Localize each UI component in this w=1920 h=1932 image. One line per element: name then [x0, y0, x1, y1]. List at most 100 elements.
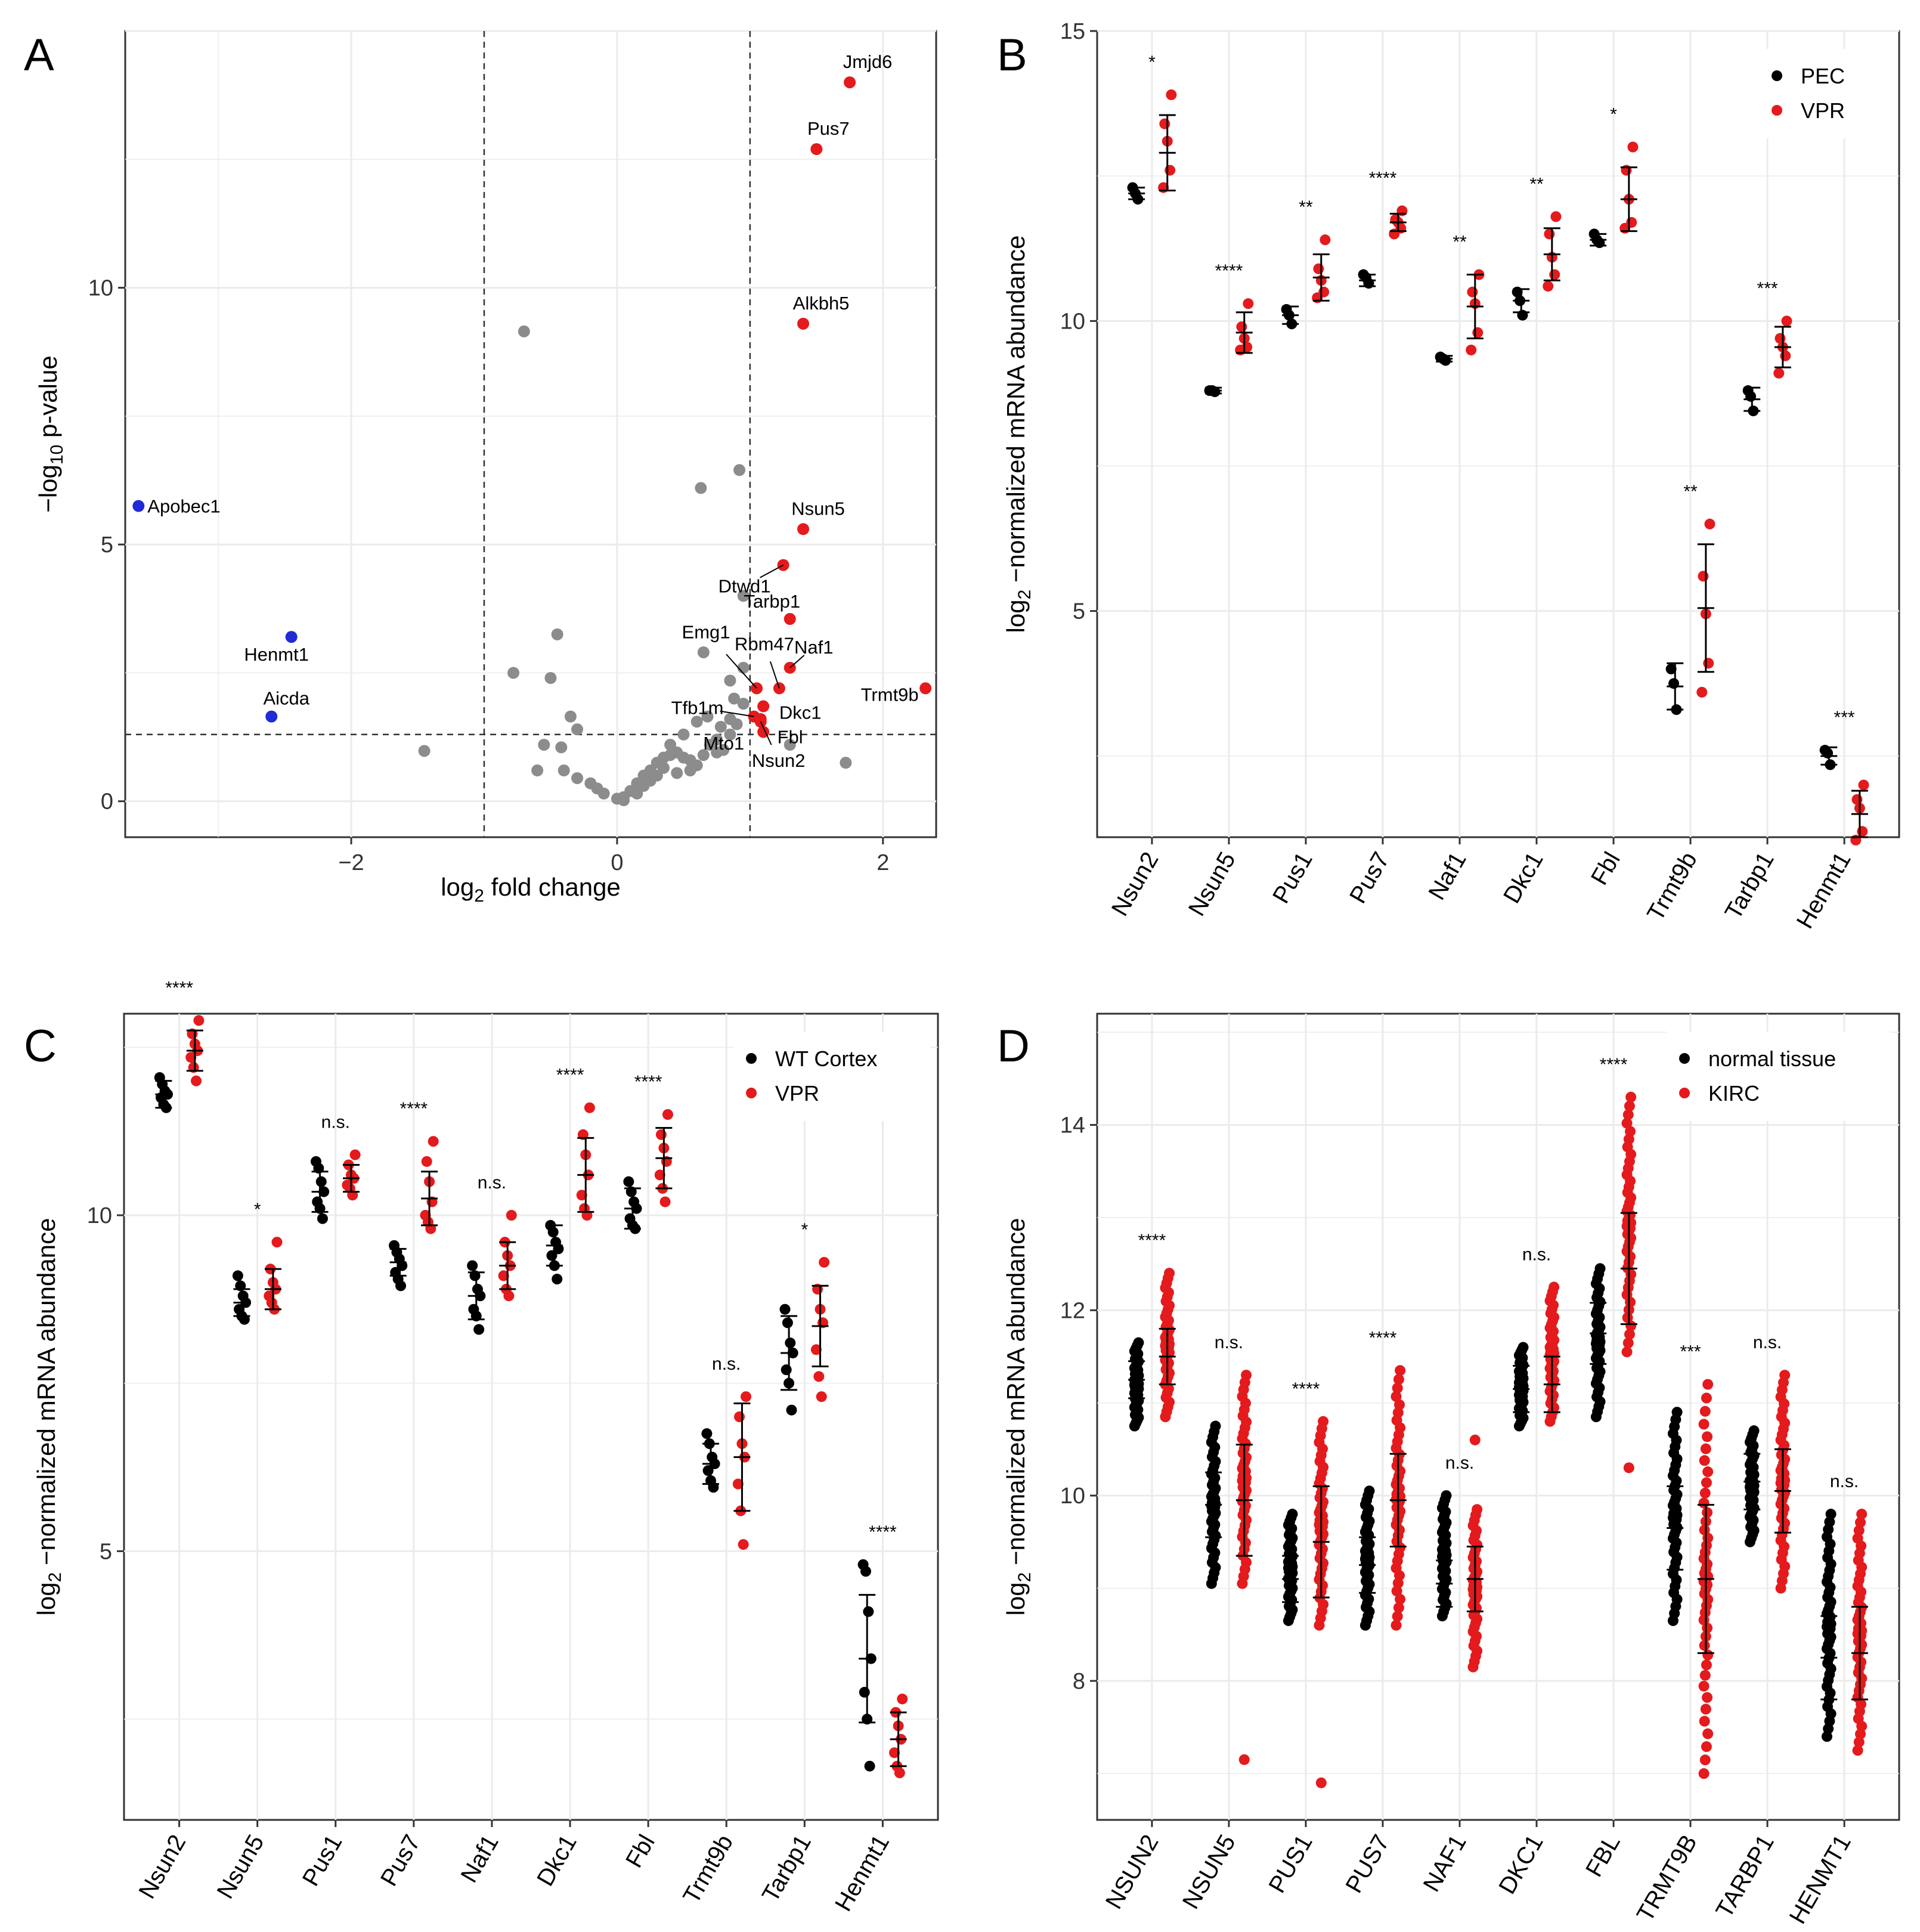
- data-point: [1698, 1768, 1710, 1779]
- grey-point: [737, 661, 750, 674]
- legend-marker: [1679, 1088, 1690, 1098]
- legend-background: [733, 1032, 930, 1121]
- category-label: PUS7: [1340, 1831, 1394, 1897]
- data-point: [1159, 118, 1170, 129]
- data-point: [1698, 571, 1709, 582]
- data-point: [506, 1210, 517, 1221]
- data-point: [1699, 1640, 1710, 1651]
- grey-point: [695, 482, 707, 494]
- data-point: [1701, 1741, 1712, 1753]
- gene-label: Naf1: [794, 637, 833, 658]
- data-point: [1701, 1659, 1712, 1671]
- data-point: [1594, 1263, 1606, 1274]
- legend-label: KIRC: [1708, 1081, 1760, 1106]
- category-label: TARBP1: [1711, 1831, 1779, 1922]
- legend-marker: [746, 1053, 757, 1064]
- panel-a-threshold-lines: [125, 31, 936, 837]
- data-point: [1699, 1670, 1711, 1681]
- data-point: [498, 1270, 509, 1281]
- gene-label: Alkbh5: [793, 293, 850, 314]
- panel-b: B 5 10 15 Nsun2 Nsun5 Pus1 Pus7 Naf1 Dkc1 Fbl Trmt…: [997, 19, 1900, 933]
- y-tick-label: 10: [1060, 1484, 1085, 1509]
- data-point: [864, 1760, 875, 1772]
- panel-a-grid: [125, 30, 936, 837]
- data-point: [1243, 298, 1254, 309]
- data-point: [1671, 1407, 1683, 1418]
- data-point: [785, 1337, 796, 1349]
- data-point: [779, 1304, 791, 1315]
- data-point: [1699, 1487, 1711, 1498]
- gene-label: Dkc1: [779, 702, 822, 723]
- data-point: [1698, 1680, 1710, 1692]
- significance-label: ***: [1680, 1342, 1701, 1362]
- panel-a-x-axis-label: log2 fold change: [441, 873, 621, 906]
- category-label: Dkc1: [1498, 848, 1549, 908]
- gene-label: Aicda: [263, 688, 309, 709]
- significance-label: ***: [1834, 708, 1855, 727]
- category-label: HENMT1: [1785, 1831, 1856, 1928]
- data-point: [1702, 1728, 1714, 1739]
- gene-label: Rbm47: [735, 633, 794, 654]
- data-point: [1318, 1416, 1329, 1427]
- legend-label: VPR: [775, 1081, 819, 1106]
- grey-point: [518, 325, 530, 338]
- panel-d: D 8 10 12 14 NSUN2 NSUN5 PUS1 PUS7 NAF1 DKC1 FBL TR…: [997, 1013, 1900, 1928]
- gene-label: Dtwd1: [719, 576, 771, 597]
- grey-point: [644, 775, 656, 787]
- significance-label: n.s.: [1522, 1244, 1551, 1264]
- data-point: [782, 1317, 793, 1329]
- gene-label: Nsun5: [791, 498, 845, 519]
- significance-label: **: [1683, 482, 1698, 501]
- significance-label: ***: [1757, 278, 1778, 298]
- panel-c-y-axis-label: log2 −normalized mRNA abundance: [32, 1218, 65, 1616]
- category-label: FBL: [1581, 1831, 1625, 1882]
- data-point: [1549, 1281, 1560, 1293]
- data-point: [1702, 1466, 1714, 1478]
- significance-label: ****: [1138, 1231, 1166, 1250]
- data-point: [1518, 1342, 1529, 1353]
- y-tick-label: 5: [1073, 599, 1085, 624]
- category-label: Henmt1: [1792, 848, 1856, 933]
- grey-point: [631, 787, 643, 800]
- data-point: [1625, 1126, 1636, 1137]
- grey-point: [571, 723, 584, 736]
- significance-label: n.s.: [1830, 1472, 1859, 1491]
- data-point: [1781, 315, 1792, 327]
- panel-d-content: 8 10 12 14 NSUN2 NSUN5 PUS1 PUS7 NAF1 DKC1 FBL TRMT…: [1060, 1014, 1899, 1928]
- data-point: [1779, 1370, 1791, 1381]
- data-point: [741, 1391, 752, 1402]
- data-point: [734, 1411, 745, 1422]
- x-tick-label: −2: [338, 850, 364, 875]
- significance-label: ****: [1600, 1055, 1628, 1075]
- significance-label: ****: [400, 1099, 428, 1119]
- data-point: [1320, 234, 1331, 246]
- significance-label: *: [254, 1200, 261, 1219]
- data-point: [816, 1391, 827, 1402]
- data-point: [1853, 1736, 1865, 1748]
- data-point: [1702, 1507, 1713, 1518]
- data-point: [1440, 355, 1451, 366]
- significance-label: *: [1148, 52, 1156, 72]
- data-point: [1780, 350, 1791, 361]
- data-point: [1550, 211, 1562, 222]
- data-point: [819, 1256, 830, 1268]
- data-point: [1393, 1602, 1404, 1614]
- grey-point: [724, 713, 736, 725]
- significance-label: n.s.: [712, 1354, 741, 1374]
- gene-label: Tarbp1: [744, 591, 800, 612]
- category-label: Pus1: [298, 1831, 348, 1891]
- data-point: [1621, 1117, 1633, 1129]
- data-point: [473, 1324, 485, 1335]
- category-label: TRMT9B: [1632, 1831, 1702, 1927]
- grey-point: [728, 692, 741, 705]
- y-tick-label: 14: [1060, 1113, 1085, 1138]
- data-point: [1699, 1405, 1711, 1417]
- data-point: [1624, 1329, 1635, 1340]
- data-point: [185, 1052, 197, 1063]
- data-point: [1699, 1754, 1711, 1766]
- data-point: [1472, 1504, 1483, 1515]
- data-point: [1622, 1109, 1634, 1120]
- data-point: [1364, 1485, 1375, 1497]
- data-point: [786, 1404, 797, 1416]
- legend-marker: [1772, 105, 1782, 116]
